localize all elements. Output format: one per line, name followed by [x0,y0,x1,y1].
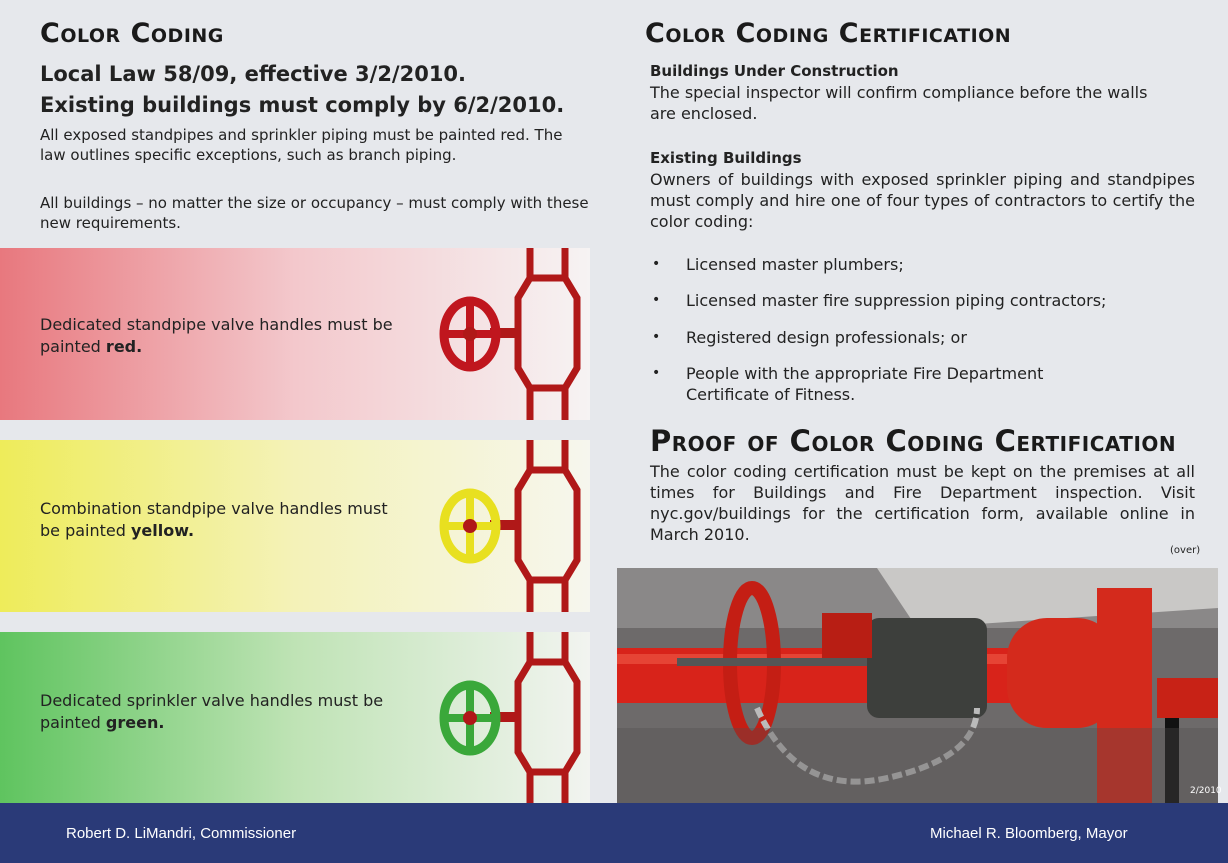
bullet-dot: • [652,365,660,381]
bullet-dot: • [652,292,660,308]
section-text: The special inspector will confirm compl… [650,82,1170,124]
section-heading: Buildings Under Construction [650,62,899,80]
bullet: Licensed master fire suppression piping … [686,290,1186,311]
band-label: Combination standpipe valve handles must… [40,499,388,540]
paragraph: All buildings – no matter the size or oc… [40,193,590,233]
footer-left: Robert D. LiMandri, Commissioner [66,825,296,842]
right-title: Color Coding Certification [645,18,1011,49]
over: (over) [1170,545,1200,556]
page: Color Coding Local Law 58/09, effective … [0,0,1228,863]
color-word: yellow. [131,521,194,540]
valve-drawing [430,440,590,612]
color-word: green. [106,713,165,732]
section-text: Owners of buildings with exposed sprinkl… [650,169,1195,232]
band-text: Combination standpipe valve handles must… [40,498,400,542]
band-green: Dedicated sprinkler valve handles must b… [0,632,590,804]
footer-right: Michael R. Bloomberg, Mayor [930,825,1128,842]
bullet: Licensed master plumbers; [686,254,1186,275]
band-text: Dedicated sprinkler valve handles must b… [40,690,400,734]
valve-drawing [430,248,590,420]
photo-date: 2/2010 [1190,786,1222,796]
deadline: Existing buildings must comply by 6/2/20… [40,93,564,117]
left-title: Color Coding [40,18,224,49]
valve-drawing [430,632,590,804]
section-heading: Existing Buildings [650,149,802,167]
bullet-dot: • [652,329,660,345]
bullet: People with the appropriate Fire Departm… [686,363,1106,405]
bullet-dot: • [652,256,660,272]
proof-title: Proof of Color Coding Certification [650,424,1176,458]
paragraph: All exposed standpipes and sprinkler pip… [40,125,590,165]
law: Local Law 58/09, effective 3/2/2010. [40,62,466,86]
band-label: Dedicated standpipe valve handles must b… [40,315,393,356]
footer: Robert D. LiMandri, Commissioner Michael… [0,803,1228,863]
band-yellow: Combination standpipe valve handles must… [0,440,590,612]
color-word: red. [106,337,142,356]
proof-text: The color coding certification must be k… [650,461,1195,545]
band-red: Dedicated standpipe valve handles must b… [0,248,590,420]
bullet: Registered design professionals; or [686,327,1186,348]
band-text: Dedicated standpipe valve handles must b… [40,314,400,358]
photo [617,568,1218,803]
band-label: Dedicated sprinkler valve handles must b… [40,691,383,732]
